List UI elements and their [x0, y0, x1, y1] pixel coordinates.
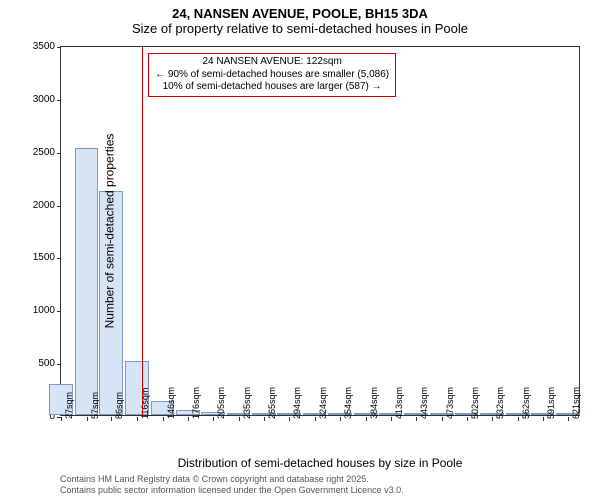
x-tick-label: 621sqm [571, 387, 581, 419]
chart-area: 050010001500200025003000350027sqm57sqm86… [60, 46, 580, 416]
y-tick-mark [57, 100, 61, 101]
x-tick-label: 265sqm [267, 387, 277, 419]
x-tick-mark [492, 417, 493, 421]
x-tick-mark [467, 417, 468, 421]
x-tick-mark [239, 417, 240, 421]
x-tick-mark [568, 417, 569, 421]
x-tick-mark [391, 417, 392, 421]
y-tick-label: 500 [15, 358, 55, 369]
y-axis-label: Number of semi-detached properties [102, 134, 116, 329]
y-tick-mark [57, 153, 61, 154]
x-tick-mark [213, 417, 214, 421]
x-tick-label: 413sqm [394, 387, 404, 419]
y-tick-label: 1000 [15, 305, 55, 316]
x-tick-label: 57sqm [90, 392, 100, 419]
x-tick-label: 562sqm [521, 387, 531, 419]
y-tick-label: 1500 [15, 252, 55, 263]
x-axis-label: Distribution of semi-detached houses by … [60, 456, 580, 470]
y-tick-mark [57, 311, 61, 312]
x-tick-mark [111, 417, 112, 421]
annotation-box: 24 NANSEN AVENUE: 122sqm← 90% of semi-de… [148, 53, 396, 97]
x-tick-label: 443sqm [419, 387, 429, 419]
x-tick-mark [264, 417, 265, 421]
x-tick-label: 27sqm [64, 392, 74, 419]
plot-area: 050010001500200025003000350027sqm57sqm86… [60, 46, 580, 416]
chart-title-line2: Size of property relative to semi-detach… [0, 21, 600, 40]
annotation-line: 10% of semi-detached houses are larger (… [155, 81, 389, 94]
x-tick-mark [340, 417, 341, 421]
x-tick-mark [163, 417, 164, 421]
y-tick-mark [57, 364, 61, 365]
x-tick-label: 354sqm [343, 387, 353, 419]
x-tick-mark [518, 417, 519, 421]
x-tick-mark [416, 417, 417, 421]
footer-attribution: Contains HM Land Registry data © Crown c… [60, 474, 404, 496]
y-tick-mark [57, 206, 61, 207]
histogram-bar [75, 148, 99, 415]
y-tick-label: 3000 [15, 94, 55, 105]
x-tick-mark [61, 417, 62, 421]
footer-line2: Contains public sector information licen… [60, 485, 404, 496]
x-tick-label: 591sqm [546, 387, 556, 419]
x-tick-mark [289, 417, 290, 421]
x-tick-mark [188, 417, 189, 421]
x-tick-mark [543, 417, 544, 421]
annotation-line: ← 90% of semi-detached houses are smalle… [155, 69, 389, 82]
x-tick-mark [315, 417, 316, 421]
y-tick-mark [57, 258, 61, 259]
x-tick-label: 86sqm [114, 392, 124, 419]
x-tick-label: 473sqm [445, 387, 455, 419]
annotation-line: 24 NANSEN AVENUE: 122sqm [155, 56, 389, 69]
y-tick-label: 2500 [15, 147, 55, 158]
x-tick-label: 502sqm [470, 387, 480, 419]
chart-title-line1: 24, NANSEN AVENUE, POOLE, BH15 3DA [0, 0, 600, 21]
x-tick-label: 324sqm [318, 387, 328, 419]
x-tick-label: 205sqm [216, 387, 226, 419]
x-tick-mark [87, 417, 88, 421]
x-tick-label: 176sqm [191, 387, 201, 419]
x-tick-mark [442, 417, 443, 421]
x-tick-label: 532sqm [495, 387, 505, 419]
x-tick-mark [137, 417, 138, 421]
x-tick-label: 235sqm [242, 387, 252, 419]
footer-line1: Contains HM Land Registry data © Crown c… [60, 474, 404, 485]
x-tick-label: 384sqm [369, 387, 379, 419]
y-tick-label: 3500 [15, 41, 55, 52]
y-tick-label: 2000 [15, 200, 55, 211]
y-tick-mark [57, 47, 61, 48]
reference-vline [142, 47, 143, 417]
x-tick-mark [366, 417, 367, 421]
x-tick-label: 146sqm [166, 387, 176, 419]
x-tick-label: 294sqm [292, 387, 302, 419]
